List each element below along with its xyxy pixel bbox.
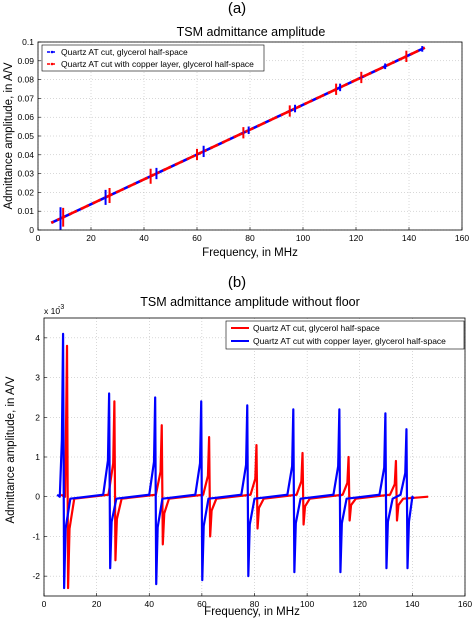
panel-a-legend-marker-2 bbox=[50, 62, 54, 66]
panel-b-exponent-base: x 10 bbox=[44, 306, 60, 316]
b-y-tick-label: 0 bbox=[35, 492, 40, 502]
a-y-tick-label: 0.08 bbox=[17, 75, 34, 85]
panel-b-legend: Quartz AT cut, glycerol half-space Quart… bbox=[225, 320, 465, 350]
a-y-tick-label: 0.07 bbox=[17, 93, 34, 103]
panel-b-ylabel: Admittance amplitude, in A/V bbox=[5, 376, 17, 523]
panel-b-title: TSM admittance amplitude without floor bbox=[140, 295, 360, 309]
series-b-line bbox=[50, 46, 426, 225]
b-y-tick-label: 3 bbox=[35, 373, 40, 383]
panel-a-series bbox=[50, 46, 426, 230]
panel-a-letter: (a) bbox=[228, 0, 246, 17]
a-y-tick-label: 0.02 bbox=[17, 187, 34, 197]
b-y-tick-label: -1 bbox=[32, 531, 40, 541]
a-x-tick-label: 140 bbox=[402, 233, 416, 243]
b-x-tick-label: 0 bbox=[42, 599, 47, 609]
a-y-tick-label: 0.06 bbox=[17, 112, 34, 122]
b-x-tick-label: 120 bbox=[353, 599, 367, 609]
a-x-tick-label: 0 bbox=[36, 233, 41, 243]
a-x-tick-label: 100 bbox=[296, 233, 310, 243]
panel-b-series bbox=[56, 332, 429, 590]
a-y-tick-label: 0.05 bbox=[17, 131, 34, 141]
a-y-tick-label: 0.04 bbox=[17, 150, 34, 160]
panel-a-ylabel: Admittance amplitude, in A/V bbox=[3, 62, 15, 209]
panel-b: (b) TSM admittance amplitude without flo… bbox=[5, 274, 472, 618]
panel-a-ticks: 0 20 40 60 80 100 120 140 160 0 0.01 0.02 0.03 0.04 0.… bbox=[17, 37, 469, 243]
b-y-tick-label: -2 bbox=[32, 571, 40, 581]
b-x-tick-label: 40 bbox=[145, 599, 155, 609]
b-y-tick-label: 2 bbox=[35, 412, 40, 422]
panel-b-legend-label-1: Quartz AT cut, glycerol half-space bbox=[253, 323, 380, 333]
panel-a-legend-label-1: Quartz AT cut, glycerol half-space bbox=[61, 47, 188, 57]
a-y-tick-label: 0.09 bbox=[17, 56, 34, 66]
panel-a-legend-label-2: Quartz AT cut with copper layer, glycero… bbox=[61, 59, 254, 69]
b-x-tick-label: 80 bbox=[250, 599, 260, 609]
a-x-tick-label: 80 bbox=[245, 233, 255, 243]
b-x-tick-label: 20 bbox=[92, 599, 102, 609]
panel-b-xlabel: Frequency, in MHz bbox=[204, 606, 300, 618]
a-x-tick-label: 40 bbox=[139, 233, 149, 243]
b-x-tick-label: 160 bbox=[458, 599, 472, 609]
panel-a: (a) TSM admittance amplitude 0 20 40 60 80 10… bbox=[3, 0, 469, 259]
series-copper-line bbox=[56, 332, 415, 590]
panel-b-ticks: 0 20 40 60 80 100 120 140 160 -2 -1 0 1 2 3 4 bbox=[32, 333, 472, 609]
a-y-tick-label: 0.03 bbox=[17, 169, 34, 179]
a-y-tick-label: 0 bbox=[29, 225, 34, 235]
b-y-tick-label: 4 bbox=[35, 333, 40, 343]
a-y-tick-label: 0.01 bbox=[17, 206, 34, 216]
panel-b-exponent-power: -3 bbox=[58, 304, 64, 311]
a-x-tick-label: 60 bbox=[192, 233, 202, 243]
b-x-tick-label: 60 bbox=[197, 599, 207, 609]
b-y-tick-label: 1 bbox=[35, 452, 40, 462]
a-x-tick-label: 120 bbox=[349, 233, 363, 243]
panel-b-letter: (b) bbox=[228, 274, 246, 291]
panel-b-legend-box bbox=[225, 320, 465, 350]
series-a-line bbox=[50, 46, 426, 225]
panel-a-xlabel: Frequency, in MHz bbox=[202, 247, 298, 259]
a-x-tick-label: 20 bbox=[86, 233, 96, 243]
a-x-tick-label: 160 bbox=[455, 233, 469, 243]
panel-a-legend-box bbox=[41, 44, 265, 72]
panel-a-legend-marker-1 bbox=[50, 50, 54, 54]
b-x-tick-label: 140 bbox=[405, 599, 419, 609]
panel-a-legend: Quartz AT cut, glycerol half-space Quart… bbox=[41, 44, 265, 72]
panel-a-title: TSM admittance amplitude bbox=[177, 25, 326, 39]
b-x-tick-label: 100 bbox=[300, 599, 314, 609]
panel-b-legend-label-2: Quartz AT cut with copper layer, glycero… bbox=[253, 336, 446, 346]
a-y-tick-label: 0.1 bbox=[22, 37, 34, 47]
